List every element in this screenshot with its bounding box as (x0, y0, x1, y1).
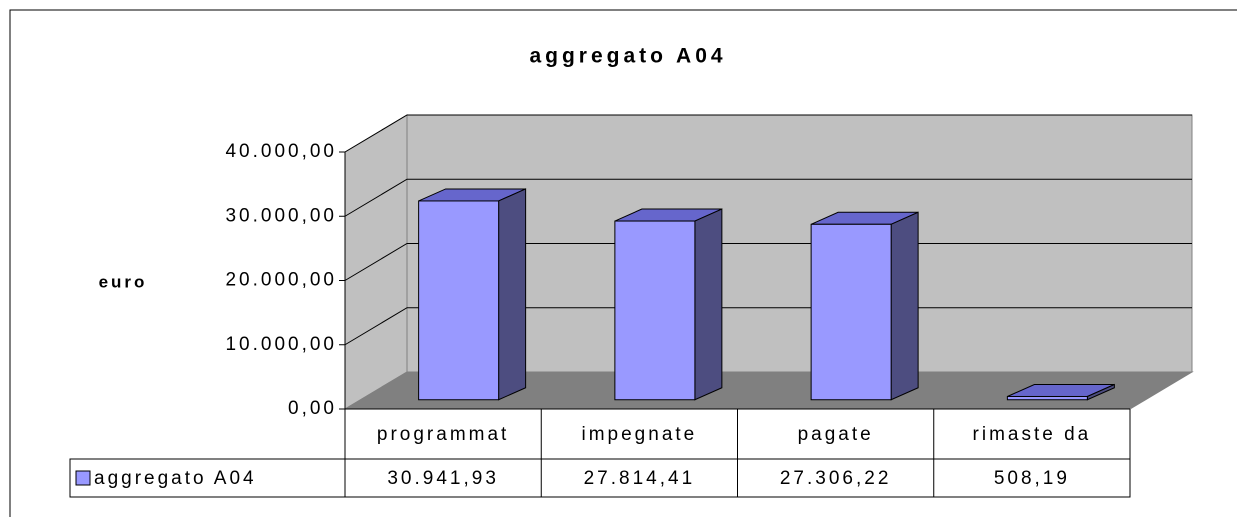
bar-side (498, 188, 527, 401)
grid-line (344, 307, 1192, 346)
data-label: 508,19 (994, 468, 1070, 489)
legend-swatch (75, 470, 91, 486)
legend-label: aggregato A04 (94, 468, 257, 489)
y-axis-label: euro (99, 272, 148, 291)
grid-line (344, 178, 1192, 217)
chart-title: aggregato A04 (529, 45, 726, 68)
bar-side (694, 208, 723, 401)
y-tick-label: 0,00 (288, 398, 337, 419)
y-tick-label: 10.000,00 (225, 334, 337, 355)
bar (810, 223, 892, 401)
y-tick-label: 20.000,00 (225, 270, 337, 291)
x-tick-label: programmat (377, 424, 509, 445)
grid-line (344, 243, 1192, 281)
grid-line (344, 114, 1192, 153)
data-label: 27.306,22 (780, 468, 892, 489)
data-label: 30.941,93 (387, 468, 499, 489)
x-tick-label: rimaste da (973, 424, 1092, 445)
bar (1006, 395, 1088, 401)
table-legend-cell (69, 458, 346, 498)
bar-side (890, 211, 919, 401)
y-tick-label: 40.000,00 (225, 141, 337, 162)
x-tick-label: impegnate (582, 424, 698, 445)
bar (614, 220, 696, 401)
bar (418, 200, 500, 401)
data-label: 27.814,41 (584, 468, 696, 489)
x-tick-label: pagate (798, 424, 874, 445)
y-tick-label: 30.000,00 (225, 205, 337, 226)
